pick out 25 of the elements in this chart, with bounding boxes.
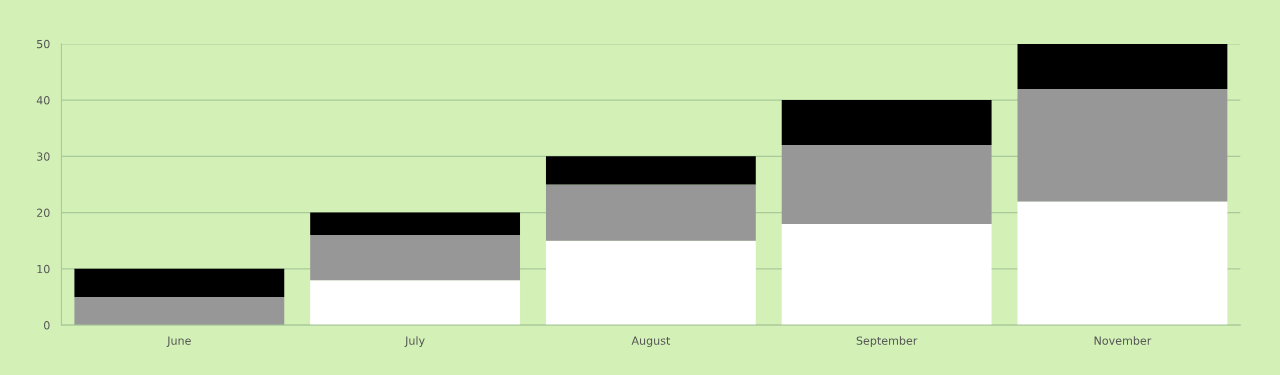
y-tick-label: 0: [43, 321, 50, 330]
bar: [74, 297, 285, 326]
bar: [1017, 88, 1228, 202]
y-tick-label: 50: [37, 39, 50, 49]
bar: [310, 235, 521, 281]
y-tick-label: 10: [37, 264, 50, 274]
bar: [1017, 201, 1228, 326]
bar: [781, 100, 992, 146]
bar: [545, 156, 756, 185]
y-tick-label: 40: [36, 96, 50, 105]
bar: [781, 145, 992, 224]
bar: [310, 280, 521, 326]
x-tick-label: November: [1094, 336, 1152, 345]
y-tick-label: 20: [37, 208, 50, 217]
bar: [781, 223, 992, 326]
x-tick-label: June: [166, 336, 191, 347]
y-tick-label: 30: [37, 152, 50, 161]
bar: [545, 184, 756, 241]
x-tick-label: July: [404, 336, 425, 347]
bar: [310, 212, 521, 236]
x-tick-label: August: [631, 336, 671, 347]
bar: [545, 240, 756, 326]
x-tick-label: September: [856, 336, 918, 347]
bar: [74, 268, 285, 297]
bar: [1017, 43, 1228, 89]
